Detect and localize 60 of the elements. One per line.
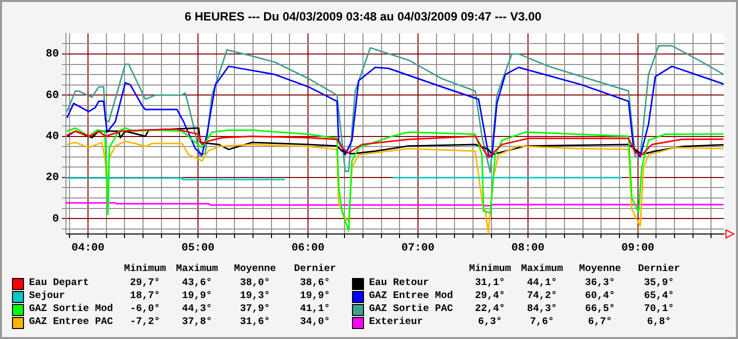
- y-tick-label: 60: [46, 90, 59, 102]
- text: 6,8°: [646, 317, 672, 328]
- text: 37,8°: [182, 317, 212, 328]
- text: 19,9°: [300, 291, 330, 302]
- x-tick-label: 06:00: [291, 242, 324, 254]
- text: 19,3°: [240, 291, 270, 302]
- text: 70,1°: [644, 304, 674, 315]
- text: Maximum: [176, 264, 218, 275]
- text: Moyenne: [234, 264, 276, 275]
- text: 74,2°: [526, 291, 558, 302]
- text: Minimum: [468, 264, 512, 275]
- text: Dernier: [294, 264, 336, 275]
- text: Moyenne: [578, 264, 622, 275]
- text: 60,4°: [584, 291, 616, 302]
- text: 38,6°: [300, 278, 330, 289]
- text: 44,1°: [526, 278, 558, 289]
- text: 38,0°: [240, 278, 270, 289]
- y-tick-label: 40: [46, 131, 59, 144]
- y-tick-label: 20: [46, 172, 59, 184]
- text: 31,6°: [240, 317, 270, 328]
- text: 43,6°: [182, 278, 212, 289]
- text: 41,1°: [300, 304, 330, 315]
- chart-title: 6 HEURES --- Du 04/03/2009 03:48 au 04/03/2009 09:47 --- V3.00: [184, 10, 542, 24]
- text: 34,0°: [300, 317, 330, 328]
- text: 19,9°: [182, 291, 212, 302]
- text: Maximum: [520, 264, 564, 275]
- y-tick-label: 80: [46, 48, 59, 61]
- text: 31,1°: [474, 278, 506, 289]
- legend-label: GAZ Entree Mod: [369, 291, 454, 302]
- legend-label: Exterieur: [369, 317, 424, 328]
- text: Dernier: [638, 264, 680, 275]
- legend-label: Sejour: [29, 291, 66, 302]
- text: -6,0°: [130, 304, 160, 315]
- legend-label: Eau Retour: [369, 278, 430, 289]
- text: 29,7°: [130, 278, 160, 289]
- legend-label: Eau Depart: [29, 278, 90, 289]
- text: 66,5°: [584, 304, 616, 315]
- text: 35,9°: [644, 278, 674, 289]
- legend-label: GAZ Sortie Mod: [29, 304, 114, 315]
- text: 44,3°: [182, 304, 212, 315]
- x-tick-label: 05:00: [181, 242, 214, 254]
- text: -7,2°: [130, 317, 160, 328]
- x-tick-label: 04:00: [71, 242, 105, 254]
- x-tick-label: 09:00: [621, 242, 654, 254]
- text: 6,7°: [588, 317, 612, 328]
- y-tick-label: 0: [52, 213, 59, 226]
- legend-label: GAZ Sortie PAC: [369, 304, 454, 315]
- text: 7,6°: [530, 317, 554, 328]
- text: 36,3°: [584, 278, 616, 289]
- text: 18,7°: [130, 291, 160, 302]
- x-tick-label: 08:00: [511, 242, 544, 254]
- text: 22,4°: [474, 304, 506, 315]
- text: 6,3°: [478, 317, 502, 328]
- text: 84,3°: [526, 304, 558, 315]
- legend-label: GAZ Entree PAC: [29, 317, 114, 328]
- text: 37,9°: [240, 304, 270, 315]
- text: 65,4°: [644, 291, 674, 302]
- text: 29,4°: [474, 291, 506, 302]
- x-tick-label: 07:00: [401, 242, 434, 254]
- text: Minimum: [124, 264, 166, 275]
